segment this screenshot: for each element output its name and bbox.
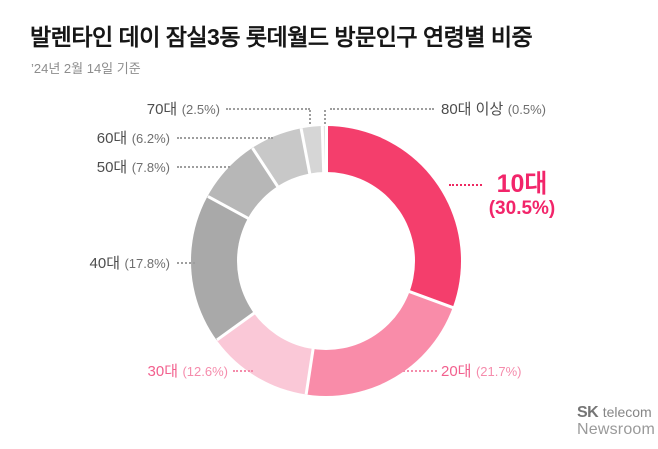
leader-line-70s-vertical	[309, 110, 311, 124]
page-title: 발렌타인 데이 잠실3동 롯데월드 방문인구 연령별 비중	[30, 24, 533, 50]
label-50s-name: 50대	[96, 159, 128, 176]
sk-telecom-wordmark: SK telecom	[577, 404, 655, 421]
label-70s: 70대 (2.5%)	[147, 101, 220, 119]
label-20s: 20대 (21.7%)	[441, 363, 521, 381]
label-80s-plus: 80대 이상 (0.5%)	[441, 101, 546, 119]
date-caption: ’24년 2월 14일 기준	[31, 61, 141, 76]
leader-line-60s	[177, 137, 273, 139]
telecom-text: telecom	[602, 404, 652, 420]
newsroom-text: Newsroom	[577, 421, 656, 438]
label-40s: 40대 (17.8%)	[90, 255, 170, 273]
leader-line-70s	[226, 108, 310, 110]
label-30s: 30대 (12.6%)	[148, 363, 228, 381]
leader-line-80s	[330, 108, 434, 110]
sk-telecom-newsroom-logo: SK telecom Newsroom	[577, 404, 655, 438]
donut-hole	[237, 172, 415, 350]
label-80s-plus-name: 80대 이상	[441, 101, 504, 118]
label-10s-pct: (30.5%)	[488, 198, 556, 219]
label-60s-name: 60대	[96, 130, 128, 147]
label-30s-pct: (12.6%)	[182, 364, 228, 379]
label-10s-name: 10대	[496, 170, 548, 198]
leader-line-30s	[233, 370, 253, 372]
label-40s-pct: (17.8%)	[124, 256, 170, 271]
label-40s-name: 40대	[89, 255, 121, 272]
label-50s: 50대 (7.8%)	[97, 159, 170, 177]
label-50s-pct: (7.8%)	[131, 160, 170, 175]
leader-line-40s	[177, 262, 195, 264]
leader-line-50s	[177, 166, 230, 168]
label-10s: 10대 (30.5%)	[483, 171, 561, 220]
label-80s-plus-pct: (0.5%)	[507, 102, 547, 117]
label-30s-name: 30대	[147, 363, 179, 380]
label-20s-name: 20대	[441, 363, 472, 380]
donut-chart	[191, 126, 461, 396]
label-60s-pct: (6.2%)	[131, 131, 170, 146]
leader-line-80s-vertical	[324, 110, 326, 124]
leader-line-20s	[403, 370, 437, 372]
label-70s-pct: (2.5%)	[181, 102, 220, 117]
leader-line-10s	[449, 184, 482, 186]
sk-logo-text: SK	[577, 404, 599, 421]
label-60s: 60대 (6.2%)	[97, 130, 170, 148]
label-20s-pct: (21.7%)	[475, 364, 522, 379]
label-70s-name: 70대	[146, 101, 178, 118]
